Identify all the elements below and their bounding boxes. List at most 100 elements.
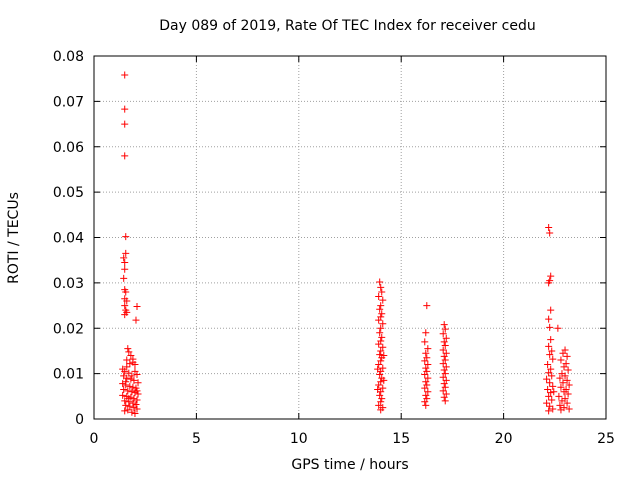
y-tick-label: 0 xyxy=(75,412,84,428)
data-point xyxy=(560,363,568,371)
data-point xyxy=(128,408,136,416)
data-point xyxy=(374,365,382,373)
data-point xyxy=(439,387,447,395)
data-point xyxy=(130,404,138,412)
data-point xyxy=(123,297,131,305)
data-point xyxy=(379,320,387,328)
data-point xyxy=(128,388,136,396)
data-point xyxy=(376,305,384,313)
data-point xyxy=(440,352,448,360)
data-point xyxy=(559,379,567,387)
data-point xyxy=(422,364,430,372)
data-point xyxy=(131,361,139,369)
data-point xyxy=(121,105,129,113)
data-point xyxy=(556,374,564,382)
data-point xyxy=(129,383,137,391)
data-point xyxy=(128,372,136,380)
x-tick-label: 15 xyxy=(392,431,410,447)
data-point xyxy=(563,376,571,384)
data-point xyxy=(543,399,551,407)
data-point xyxy=(558,397,566,405)
data-point xyxy=(380,376,388,384)
data-point xyxy=(122,401,130,409)
data-point xyxy=(545,407,553,415)
data-point xyxy=(121,152,129,160)
data-point xyxy=(421,371,429,379)
data-point xyxy=(124,345,132,353)
data-point xyxy=(547,336,555,344)
y-tick-label: 0.02 xyxy=(53,321,84,337)
y-tick-label: 0.03 xyxy=(53,276,84,292)
x-tick-label: 10 xyxy=(290,431,308,447)
data-points xyxy=(119,71,573,418)
y-tick-label: 0.04 xyxy=(53,231,84,247)
data-point xyxy=(421,398,429,406)
data-point xyxy=(546,229,554,237)
data-point xyxy=(549,405,557,413)
x-tick-label: 20 xyxy=(495,431,513,447)
data-point xyxy=(123,374,131,382)
data-point xyxy=(548,396,556,404)
data-point xyxy=(545,392,553,400)
data-point xyxy=(374,386,382,394)
data-point xyxy=(120,254,128,262)
data-point xyxy=(546,379,554,387)
data-point xyxy=(122,233,130,241)
data-point xyxy=(377,357,385,365)
data-point xyxy=(377,283,385,291)
data-point xyxy=(547,389,555,397)
data-point xyxy=(560,388,568,396)
data-point xyxy=(424,345,432,353)
data-point xyxy=(119,391,127,399)
y-tick-label: 0.01 xyxy=(53,367,84,383)
data-point xyxy=(439,360,447,368)
data-point xyxy=(563,352,571,360)
data-point xyxy=(375,316,383,324)
data-point xyxy=(545,224,553,232)
data-point xyxy=(120,386,128,394)
data-point xyxy=(548,372,556,380)
data-point xyxy=(375,361,383,369)
data-point xyxy=(440,380,448,388)
data-point xyxy=(565,381,573,389)
data-point xyxy=(127,351,135,359)
data-point xyxy=(121,367,129,375)
data-point xyxy=(375,401,383,409)
data-point xyxy=(545,342,553,350)
data-point xyxy=(547,306,555,314)
data-point xyxy=(424,388,432,396)
data-point xyxy=(377,347,385,355)
data-point xyxy=(441,370,449,378)
data-point xyxy=(441,397,449,405)
data-point xyxy=(441,356,449,364)
data-point xyxy=(557,356,565,364)
data-point xyxy=(440,393,448,401)
data-point xyxy=(130,376,138,384)
x-tick-label: 25 xyxy=(597,431,615,447)
data-point xyxy=(126,382,134,390)
data-point xyxy=(377,302,385,310)
data-point xyxy=(559,349,567,357)
data-point xyxy=(375,340,383,348)
data-point xyxy=(439,330,447,338)
data-point xyxy=(123,363,131,371)
chart-title: Day 089 of 2019, Rate Of TEC Index for r… xyxy=(159,18,536,34)
data-point xyxy=(549,355,557,363)
data-point xyxy=(379,343,387,351)
data-point xyxy=(376,278,384,286)
data-point xyxy=(129,355,137,363)
data-point xyxy=(122,249,130,257)
data-point xyxy=(377,406,385,414)
data-point xyxy=(440,321,448,329)
data-point xyxy=(545,315,553,323)
data-point xyxy=(121,71,129,79)
data-point xyxy=(124,387,132,395)
data-point xyxy=(376,371,384,379)
data-point xyxy=(421,338,429,346)
data-point xyxy=(122,378,130,386)
data-point xyxy=(132,316,140,324)
data-point xyxy=(422,391,430,399)
data-point xyxy=(564,366,572,374)
data-point xyxy=(556,401,564,409)
